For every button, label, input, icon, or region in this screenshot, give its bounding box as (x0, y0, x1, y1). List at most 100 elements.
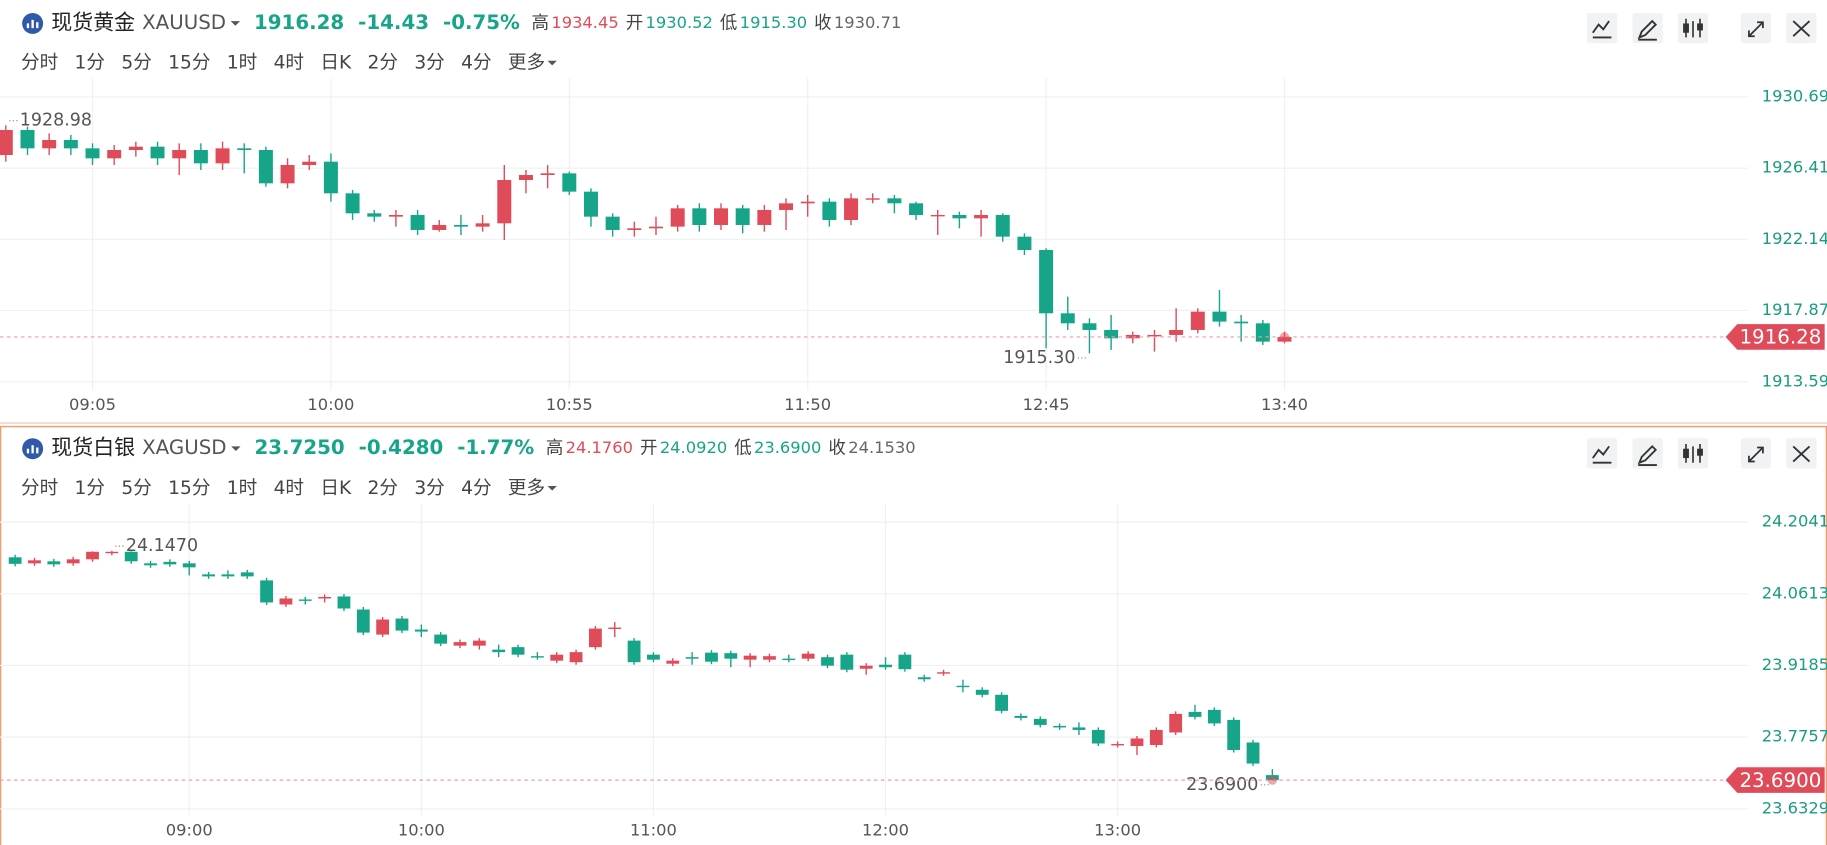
candle-body (1149, 729, 1163, 745)
candle-body (260, 580, 274, 603)
last-price-tag (1725, 767, 1825, 793)
candle-body (995, 214, 1010, 237)
candle-body (258, 150, 273, 184)
annotation-label: 24.1470 (126, 536, 198, 556)
active-panel-border (0, 425, 1827, 845)
candle-body (865, 198, 880, 200)
instrument-symbol[interactable]: XAUUSD (142, 11, 226, 34)
last-price: 23.7250 (255, 436, 345, 459)
candle-body (782, 658, 796, 661)
candle-body (692, 208, 707, 225)
timeframe-tab[interactable]: 更多 (508, 53, 545, 74)
candle-body (605, 216, 620, 230)
more-caret[interactable] (547, 60, 557, 66)
candle-body (562, 173, 577, 192)
more-caret[interactable] (547, 486, 557, 491)
instrument-name[interactable]: 现货黄金 (51, 10, 135, 34)
candle-body (952, 214, 967, 219)
timeframe-tab[interactable]: 4分 (461, 53, 491, 74)
timeframe-tab[interactable]: 分时 (21, 53, 58, 74)
x-tick-label: 09:00 (166, 820, 213, 839)
timeframe-tab[interactable]: 2分 (368, 478, 398, 499)
candle-body (649, 226, 663, 229)
candle-body (323, 161, 338, 194)
price-change: -14.43 (358, 11, 429, 34)
last-price-tag (1725, 324, 1825, 350)
timeframe-tab[interactable]: 日K (320, 478, 352, 499)
candle-body (1033, 718, 1047, 725)
candle-body (86, 551, 99, 560)
candle-body (376, 619, 390, 635)
candle-body (714, 208, 729, 225)
candle-body (724, 653, 738, 659)
timeframe-tab[interactable]: 1分 (75, 478, 105, 499)
candle-body (1111, 743, 1125, 746)
timeframe-tab[interactable]: 4分 (461, 478, 491, 499)
stat-value: 24.0920 (660, 438, 727, 457)
stat-label: 收 (828, 439, 845, 459)
candle-body (887, 198, 902, 204)
timeframe-tab[interactable]: 2分 (368, 53, 398, 74)
timeframe-tab[interactable]: 4时 (274, 478, 304, 499)
timeframe-tab[interactable]: 分时 (21, 478, 58, 499)
stat-label: 开 (626, 13, 643, 33)
instrument-name[interactable]: 现货白银 (51, 436, 135, 460)
candle-body (182, 563, 196, 568)
candle-body (530, 656, 544, 658)
candle-body (8, 557, 22, 564)
annotation-label: 1915.30 (1003, 348, 1075, 368)
timeframe-tab[interactable]: 5分 (121, 478, 151, 499)
candle-body (763, 656, 776, 660)
y-tick-label: 1917.87 (1762, 300, 1827, 319)
candle-body (705, 652, 718, 662)
stat-value: 1930.71 (834, 13, 901, 32)
candle-body (432, 224, 447, 230)
timeframe-tab[interactable]: 15分 (168, 53, 210, 74)
candle-body (202, 574, 215, 577)
candle-body (917, 677, 931, 680)
candle-body (107, 150, 122, 159)
instrument-symbol[interactable]: XAGUSD (142, 436, 226, 459)
candle-body (279, 598, 293, 605)
candle-body (42, 140, 57, 149)
timeframe-tab[interactable]: 更多 (508, 478, 545, 499)
timeframe-tab[interactable]: 5分 (121, 53, 151, 74)
symbol-caret[interactable] (231, 446, 241, 452)
candle-body (85, 148, 100, 159)
candle-body (453, 224, 468, 227)
candle-body (1060, 313, 1075, 324)
timeframe-tab[interactable]: 3分 (414, 53, 444, 74)
candle-body (28, 560, 41, 564)
timeframe-tab[interactable]: 1分 (75, 53, 105, 74)
candle-body (608, 627, 622, 629)
y-tick-label: 1913.59 (1762, 371, 1827, 390)
candle-body (840, 654, 854, 670)
candle-body (367, 213, 382, 217)
candle-body (240, 572, 254, 577)
timeframe-tab[interactable]: 15分 (168, 478, 210, 499)
candle-body (172, 150, 187, 159)
timeframe-tab[interactable]: 3分 (414, 478, 444, 499)
timeframe-tab[interactable]: 1时 (227, 53, 257, 74)
logo-bars (26, 445, 39, 454)
candle-body (1082, 323, 1097, 330)
y-tick-label: 24.0613 (1762, 583, 1827, 602)
stat-label: 低 (734, 439, 751, 459)
timeframe-tab[interactable]: 日K (320, 53, 352, 74)
candle-body (1207, 709, 1221, 724)
candle-body (337, 596, 351, 609)
candle-body (859, 665, 873, 669)
candle-body (956, 685, 970, 688)
candle-body (356, 609, 370, 633)
candle-body (302, 161, 317, 165)
last-price-tag-label: 1916.28 (1739, 326, 1821, 349)
stat-label: 收 (814, 13, 831, 33)
timeframe-tab[interactable]: 1时 (227, 478, 257, 499)
symbol-caret[interactable] (230, 21, 241, 26)
candle-body (1147, 334, 1162, 337)
candle-body (105, 551, 119, 554)
timeframe-tab[interactable]: 4时 (274, 53, 304, 74)
last-price-tag-label: 23.6900 (1739, 769, 1821, 792)
last-price: 1916.28 (254, 11, 344, 34)
